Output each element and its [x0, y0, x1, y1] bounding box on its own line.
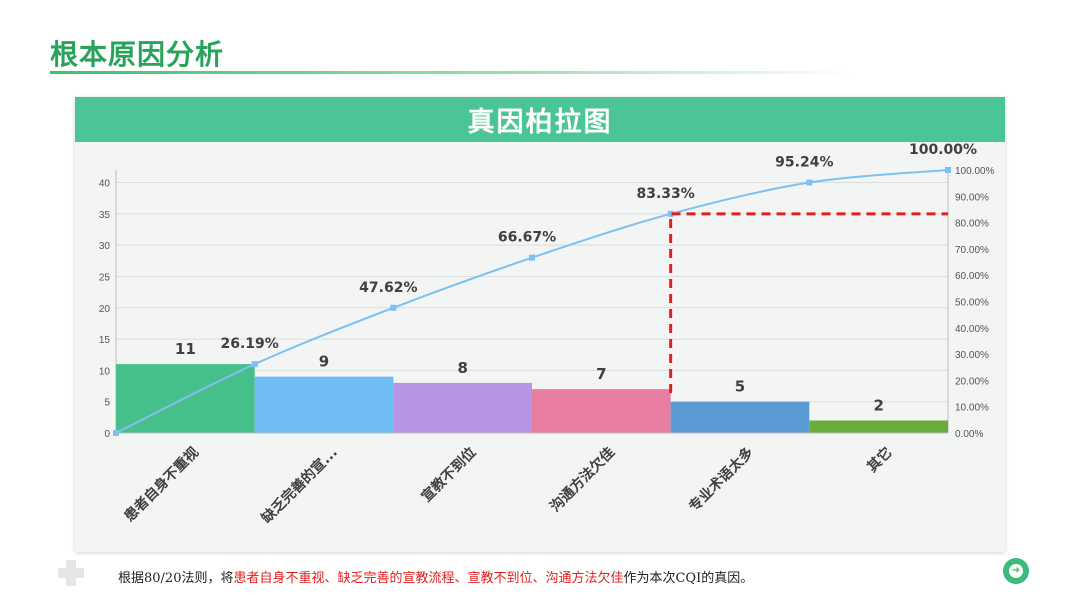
- y-right-tick-label: 50.00%: [955, 298, 989, 309]
- y-right-tick-label: 40.00%: [955, 324, 989, 335]
- x-category-label: 沟通方法欠佳: [547, 444, 618, 515]
- cumulative-label: 95.24%: [775, 155, 833, 171]
- plus-decoration-icon: [58, 560, 84, 586]
- title-underline: [50, 71, 855, 74]
- bar-4: [532, 389, 671, 433]
- x-category-label: 缺乏完善的宣...: [258, 444, 341, 527]
- y-left-tick-label: 25: [99, 272, 111, 283]
- bar-6: [809, 420, 948, 433]
- y-right-tick-label: 90.00%: [955, 192, 989, 203]
- y-left-tick-label: 35: [99, 210, 111, 221]
- bar-value-label: 11: [175, 340, 196, 358]
- bar-3: [393, 382, 532, 433]
- bar-value-label: 8: [457, 359, 467, 377]
- x-category-label: 专业术语太多: [685, 444, 756, 515]
- page-title: 根本原因分析: [50, 38, 225, 71]
- bar-value-label: 7: [596, 365, 606, 383]
- bar-value-label: 5: [735, 378, 745, 396]
- y-right-tick-label: 100.00%: [955, 166, 995, 177]
- chart-title: 真因柏拉图: [75, 97, 1005, 142]
- y-left-tick-label: 20: [99, 304, 111, 315]
- y-right-tick-label: 20.00%: [955, 376, 989, 387]
- x-category-label: 宣教不到位: [418, 444, 480, 506]
- conclusion-suffix: 作为本次CQI的真因。: [623, 571, 754, 586]
- pareto-chart: 05101520253035400.00%10.00%20.00%30.00%4…: [99, 142, 995, 527]
- cumulative-point: [667, 210, 674, 217]
- y-right-tick-label: 30.00%: [955, 350, 989, 361]
- cumulative-label: 83.33%: [637, 186, 695, 202]
- cumulative-label: 100.00%: [909, 142, 977, 158]
- y-right-tick-label: 80.00%: [955, 219, 989, 230]
- cumulative-point: [113, 430, 119, 436]
- y-right-tick-label: 0.00%: [955, 429, 983, 440]
- x-category-label: 其它: [864, 444, 896, 476]
- bar-2: [254, 376, 394, 433]
- y-right-tick-label: 10.00%: [955, 403, 989, 414]
- y-left-tick-label: 15: [99, 335, 111, 346]
- chart-card: 0 5 10 15 20 25 30 35 40 0.00% 10.00% 20.00% 30.00% 4…: [75, 97, 1005, 552]
- y-left-tick-label: 5: [104, 398, 110, 409]
- cumulative-label: 26.19%: [221, 336, 279, 352]
- bar-5: [670, 401, 810, 433]
- cumulative-label: 66.67%: [498, 230, 556, 246]
- bar-value-label: 9: [319, 353, 329, 371]
- cumulative-point: [390, 304, 397, 311]
- y-left-tick-label: 30: [99, 241, 111, 252]
- arrow-right-icon: ➜: [1009, 564, 1023, 578]
- cumulative-point: [806, 179, 813, 186]
- y-left-tick-label: 0: [104, 429, 110, 440]
- cumulative-point: [945, 167, 951, 173]
- y-left-tick-label: 10: [99, 366, 111, 377]
- cumulative-point: [251, 361, 258, 368]
- conclusion-text: 根据80/20法则，将患者自身不重视、缺乏完善的宣教流程、宣教不到位、沟通方法欠…: [118, 567, 753, 586]
- y-right-tick-label: 60.00%: [955, 271, 989, 282]
- bar-value-label: 2: [873, 396, 883, 414]
- conclusion-prefix: 根据80/20法则，将: [118, 571, 234, 586]
- conclusion-highlight: 患者自身不重视、缺乏完善的宣教流程、宣教不到位、沟通方法欠佳: [233, 571, 624, 586]
- next-arrow-button[interactable]: ➜: [1003, 558, 1029, 584]
- y-right-tick-label: 70.00%: [955, 245, 989, 256]
- cumulative-label: 47.62%: [359, 280, 417, 296]
- x-category-label: 患者自身不重视: [121, 444, 202, 525]
- y-left-tick-label: 40: [99, 179, 111, 190]
- cumulative-point: [529, 254, 535, 261]
- cutoff-line: [669, 212, 948, 393]
